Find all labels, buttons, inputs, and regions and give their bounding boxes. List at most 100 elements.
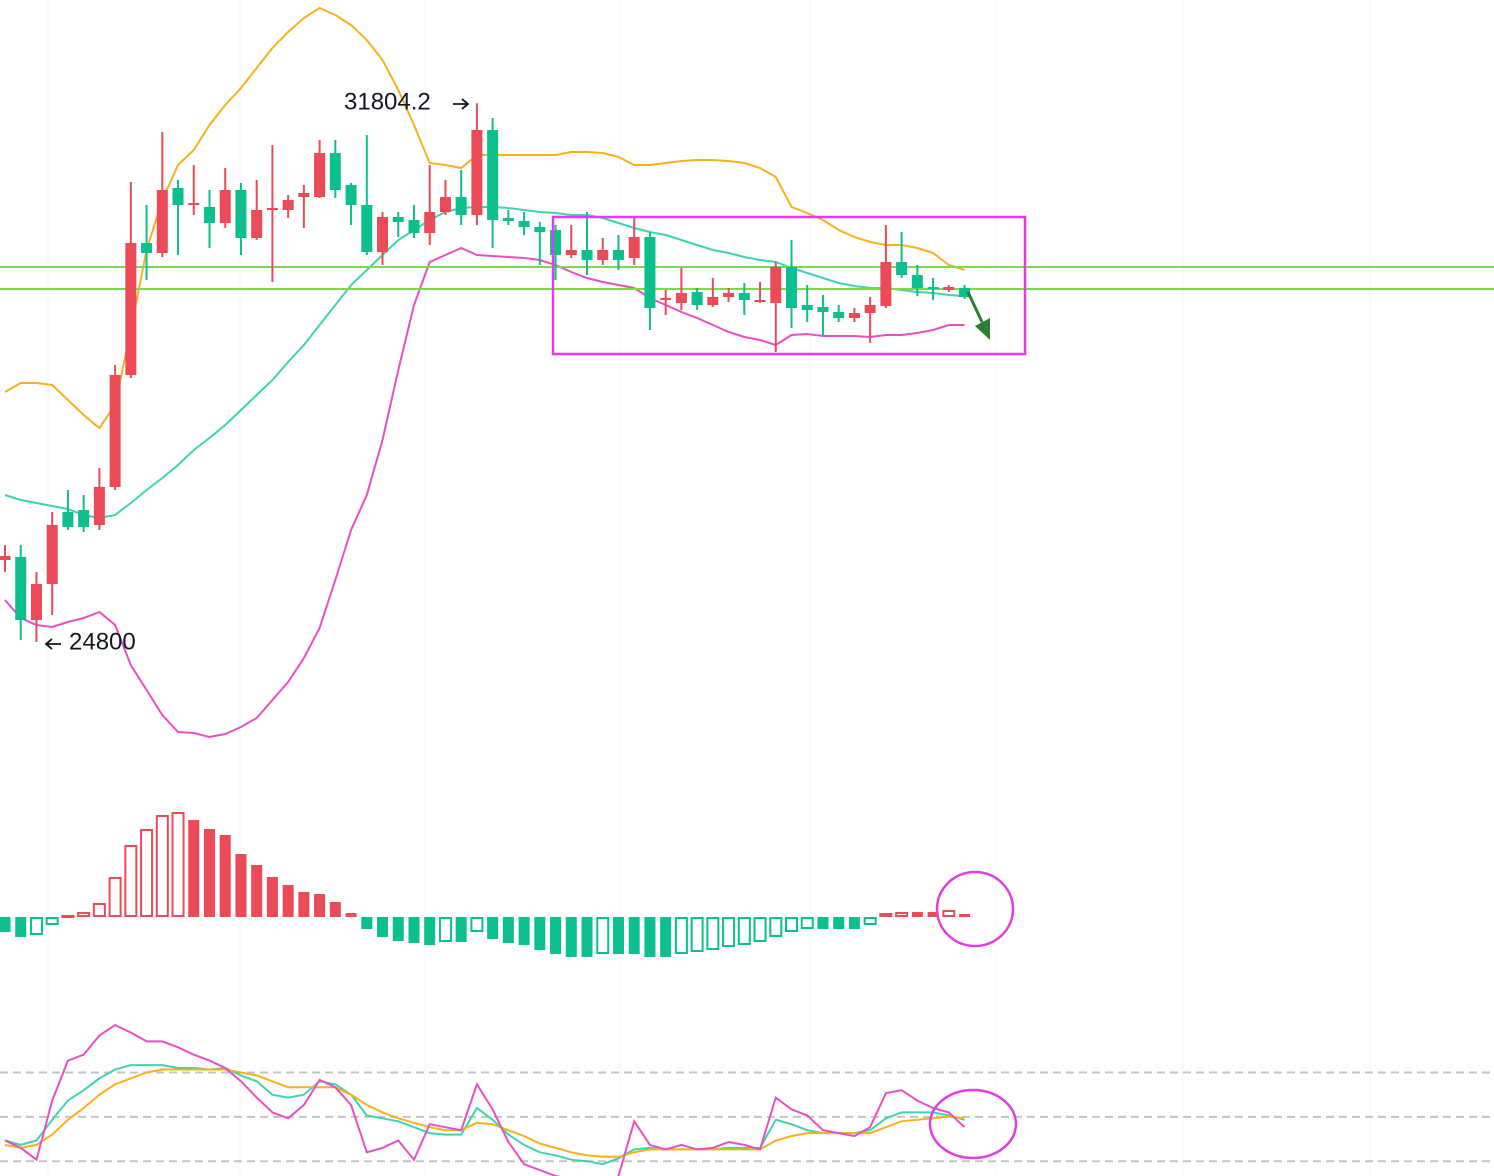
macd-bar bbox=[911, 912, 923, 917]
kdj-panel bbox=[0, 1023, 1494, 1176]
candle-body bbox=[266, 208, 278, 210]
macd-bar bbox=[251, 865, 263, 917]
macd-bar bbox=[314, 894, 326, 917]
candle-body bbox=[439, 197, 451, 212]
candle-body bbox=[408, 220, 420, 233]
macd-bar bbox=[124, 845, 138, 917]
macd-bar bbox=[817, 917, 829, 929]
candle-body bbox=[314, 153, 326, 197]
candle-body bbox=[109, 375, 121, 487]
macd-panel bbox=[0, 812, 971, 957]
annotation-arrows bbox=[44, 98, 470, 650]
macd-bar bbox=[282, 885, 294, 917]
macd-bar bbox=[674, 917, 688, 954]
macd-bar bbox=[628, 917, 640, 954]
candle-body bbox=[770, 267, 782, 303]
indicator-line bbox=[4, 1068, 965, 1158]
candle-body bbox=[628, 237, 640, 258]
candle-body bbox=[424, 212, 436, 233]
macd-bar bbox=[171, 812, 185, 917]
candle-body bbox=[392, 217, 404, 222]
macd-bar bbox=[596, 917, 610, 954]
indicator-line bbox=[4, 1064, 965, 1166]
candle-body bbox=[597, 250, 609, 260]
macd-bar bbox=[219, 835, 231, 917]
macd-bar bbox=[502, 917, 514, 943]
candle-body bbox=[471, 130, 483, 215]
candle-body bbox=[298, 193, 310, 197]
candle-body bbox=[141, 243, 153, 253]
macd-bar bbox=[769, 917, 783, 937]
macd-bar bbox=[612, 917, 624, 954]
macd-bar bbox=[92, 903, 106, 917]
candle-body bbox=[502, 218, 514, 221]
candle-body bbox=[0, 556, 11, 560]
macd-bar bbox=[534, 917, 546, 950]
candle-body bbox=[78, 510, 90, 527]
candle-body bbox=[550, 230, 562, 255]
macd-bar bbox=[61, 915, 75, 918]
macd-bar bbox=[550, 917, 562, 954]
macd-bar bbox=[722, 917, 736, 947]
macd-bar bbox=[833, 917, 845, 929]
candle-body bbox=[172, 188, 184, 205]
candle-body bbox=[880, 262, 892, 306]
highlight-box bbox=[551, 215, 1027, 356]
macd-bar bbox=[15, 917, 27, 937]
candle-body bbox=[219, 190, 231, 223]
macd-bar bbox=[29, 917, 43, 935]
macd-bar bbox=[959, 914, 971, 917]
macd-bar bbox=[266, 877, 278, 917]
macd-bar bbox=[188, 820, 200, 917]
down-arrow bbox=[966, 291, 990, 340]
highlight-circle bbox=[935, 870, 1015, 948]
macd-bar bbox=[644, 917, 656, 957]
macd-bar bbox=[660, 917, 672, 957]
macd-bar bbox=[753, 917, 767, 942]
candle-body bbox=[156, 190, 168, 253]
macd-bar bbox=[235, 854, 247, 917]
macd-bar bbox=[927, 912, 939, 917]
macd-bar bbox=[848, 917, 860, 929]
candle-body bbox=[518, 221, 530, 227]
candle-body bbox=[125, 243, 137, 375]
highlight-circle bbox=[928, 1088, 1018, 1160]
band-line bbox=[4, 206, 965, 520]
macd-bar bbox=[863, 917, 877, 925]
annotation-high: 31804.2 bbox=[344, 88, 431, 115]
candle-body bbox=[235, 190, 247, 238]
candle-body bbox=[46, 525, 58, 584]
candle-body bbox=[251, 210, 263, 238]
candle-body bbox=[329, 153, 341, 190]
macd-bar bbox=[800, 917, 814, 929]
macd-bar bbox=[298, 892, 310, 917]
macd-bar bbox=[690, 917, 704, 952]
macd-bar bbox=[392, 917, 404, 941]
candle-body bbox=[534, 227, 546, 232]
macd-bar bbox=[942, 910, 956, 917]
candle-body bbox=[786, 267, 797, 308]
candle-body bbox=[927, 287, 939, 289]
candle-body bbox=[612, 250, 624, 260]
macd-bar bbox=[879, 913, 893, 917]
macd-bar bbox=[203, 829, 215, 917]
candle-body bbox=[188, 203, 200, 205]
candle-body bbox=[455, 197, 467, 215]
candle-body bbox=[911, 275, 923, 288]
candle-body bbox=[675, 293, 687, 303]
macd-bar bbox=[0, 917, 11, 932]
candle-body bbox=[487, 130, 499, 220]
candle-body bbox=[738, 293, 750, 300]
macd-bar bbox=[377, 917, 389, 937]
candle-body bbox=[565, 250, 577, 255]
macd-bar bbox=[581, 917, 593, 957]
candle-body bbox=[203, 207, 215, 223]
macd-bar bbox=[408, 917, 420, 943]
candle-body bbox=[361, 205, 373, 252]
macd-bar bbox=[345, 913, 357, 917]
candle-body bbox=[801, 305, 813, 310]
candle-body bbox=[723, 293, 735, 297]
macd-bar bbox=[737, 917, 751, 945]
macd-bar bbox=[155, 815, 169, 917]
